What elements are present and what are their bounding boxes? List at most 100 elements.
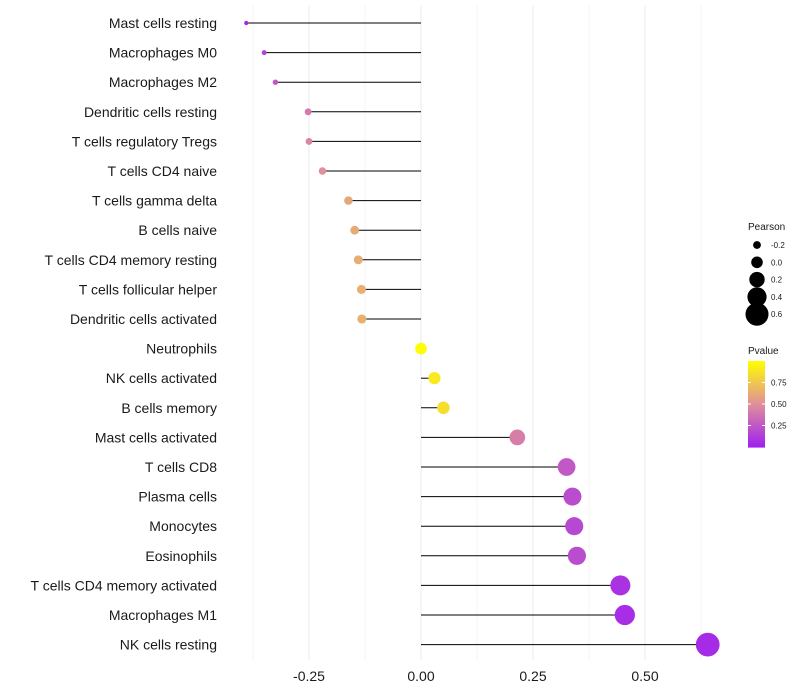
legend-gradient-slice — [748, 436, 765, 439]
legend-gradient-slice — [748, 369, 765, 373]
legend-size-label: 0.2 — [771, 276, 783, 285]
legend-gradient-slice — [748, 378, 765, 381]
legend-size-key — [749, 271, 765, 288]
x-tick-label: 0.25 — [519, 668, 546, 684]
legend-gradient-slice — [748, 382, 765, 386]
y-tick-label: B cells naive — [138, 222, 217, 238]
data-point — [344, 196, 353, 205]
legend-gradient-slice — [748, 376, 765, 379]
data-point — [565, 517, 584, 536]
legend-gradient-slice — [748, 421, 765, 424]
legend-color-label: 0.50 — [771, 400, 787, 409]
data-point — [305, 137, 313, 145]
x-tick-label: 0.50 — [631, 668, 658, 684]
y-tick-label: B cells memory — [121, 400, 217, 416]
legend-gradient-slice — [748, 419, 765, 422]
y-tick-label: T cells CD4 naive — [108, 163, 218, 179]
legend-gradient-slice — [748, 431, 765, 435]
points — [244, 20, 720, 657]
data-point — [428, 372, 441, 385]
x-tick-label: -0.25 — [293, 668, 325, 684]
data-point — [563, 487, 582, 506]
y-tick-label: NK cells activated — [106, 370, 217, 386]
legend-gradient-slice — [748, 444, 765, 448]
y-tick-label: Mast cells activated — [95, 429, 217, 445]
data-point — [272, 79, 279, 85]
y-tick-label: T cells CD4 memory activated — [31, 577, 217, 593]
legend-gradient-slice — [748, 408, 765, 412]
data-point — [318, 167, 327, 175]
legend-gradient-slice — [748, 371, 765, 375]
y-tick-label: T cells CD4 memory resting — [45, 252, 217, 268]
legend-gradient-slice — [748, 414, 765, 418]
data-point — [567, 546, 587, 565]
legend-gradient-slice — [748, 384, 765, 388]
legend-gradient-slice — [748, 388, 765, 392]
data-point — [244, 20, 249, 26]
legend-size-key — [751, 256, 763, 269]
legend-gradient-slice — [748, 412, 765, 416]
legend-size-key — [745, 302, 769, 326]
legend-size-key — [747, 287, 767, 307]
y-tick-label: NK cells resting — [120, 637, 217, 653]
legend-gradient-slice — [748, 373, 765, 377]
y-tick-label: Neutrophils — [146, 341, 217, 357]
legend-gradient-slice — [748, 404, 765, 407]
legend-gradient-slice — [748, 399, 765, 403]
legend-gradient-slice — [748, 393, 765, 396]
grid-lines — [252, 5, 702, 660]
data-point — [261, 50, 267, 56]
legend-size-key — [753, 241, 761, 249]
data-point — [415, 342, 427, 355]
y-tick-label: T cells gamma delta — [92, 193, 217, 209]
legend-gradient-slice — [748, 406, 765, 409]
legend-gradient-slice — [748, 391, 765, 394]
data-point — [437, 401, 450, 415]
legend-gradient-slice — [748, 416, 765, 420]
legend-size-label: 0.6 — [771, 310, 783, 319]
legend-pearson: Pearson -0.2 0.0 0.2 0.4 0.6 — [745, 222, 785, 326]
legend-gradient-slice — [748, 425, 765, 429]
legend-gradient-slice — [748, 438, 765, 442]
legend-gradient-slice — [748, 367, 765, 371]
y-axis-labels: Mast cells resting Macrophages M0 Macropha… — [31, 15, 218, 653]
y-tick-label: Plasma cells — [138, 489, 217, 505]
legend-gradient-slice — [748, 401, 765, 405]
legend-gradient-slice — [748, 440, 765, 444]
legend-gradient-slice — [748, 427, 765, 431]
legend-gradient-slice — [748, 410, 765, 414]
data-point — [509, 429, 526, 446]
legend-gradient-slice — [748, 434, 765, 437]
legend-gradient-slice — [748, 395, 765, 399]
y-tick-label: Eosinophils — [145, 548, 217, 564]
legend-size-label: -0.2 — [771, 241, 785, 250]
legend-gradient-slice — [748, 361, 765, 364]
data-point — [614, 604, 635, 626]
legend-gradient-slice — [748, 380, 765, 384]
legend-pvalue-title: Pvalue — [748, 346, 779, 357]
legend-gradient-slice — [748, 363, 765, 366]
y-tick-label: Dendritic cells activated — [70, 311, 217, 327]
data-point — [356, 284, 366, 294]
y-tick-label: Dendritic cells resting — [84, 104, 217, 120]
y-tick-label: T cells CD8 — [145, 459, 217, 475]
legend-size-label: 0.0 — [771, 258, 783, 267]
legend-pvalue: Pvalue 0.25 0.50 0.75 — [748, 346, 787, 448]
y-tick-label: T cells follicular helper — [79, 281, 218, 297]
data-point — [304, 108, 312, 116]
y-tick-label: Macrophages M0 — [109, 45, 217, 61]
data-point — [353, 255, 363, 265]
y-tick-label: Mast cells resting — [109, 15, 217, 31]
y-tick-label: Macrophages M2 — [109, 74, 217, 90]
y-tick-label: Monocytes — [149, 518, 217, 534]
stems — [246, 22, 708, 646]
x-tick-label: 0.00 — [407, 668, 434, 684]
legend-color-label: 0.75 — [771, 379, 787, 388]
legend-size-label: 0.4 — [771, 293, 783, 302]
data-point — [357, 314, 367, 324]
legend-gradient-slice — [748, 397, 765, 401]
data-point — [350, 225, 360, 235]
legend-color-label: 0.25 — [771, 422, 787, 431]
x-axis-labels: -0.25 0.00 0.25 0.50 — [293, 668, 659, 684]
